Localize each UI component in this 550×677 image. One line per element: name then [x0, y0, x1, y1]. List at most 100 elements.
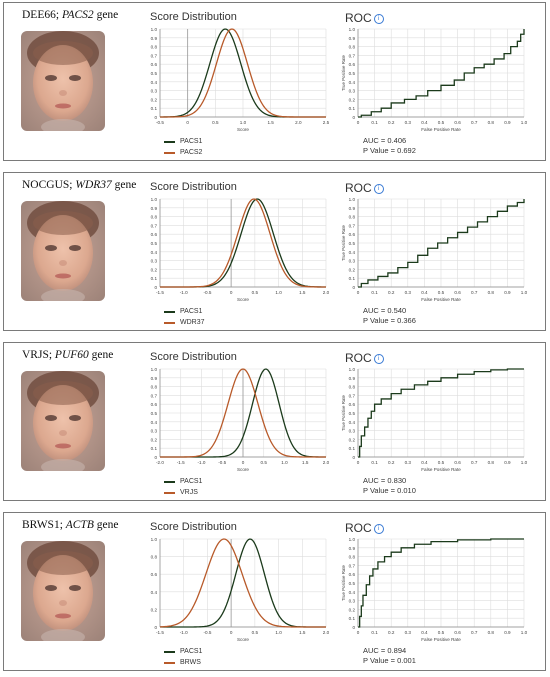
y-tick-label: 0.5 — [151, 71, 158, 76]
p-value: 0.001 — [397, 656, 416, 665]
y-tick-label: 0.7 — [151, 53, 158, 58]
y-tick-label: 0.9 — [349, 376, 356, 381]
composite-face-image — [21, 201, 105, 301]
x-tick-label: 2.0 — [295, 120, 302, 125]
y-tick-label: 0.3 — [349, 429, 356, 434]
x-tick-label: 1.0 — [281, 460, 288, 465]
y-tick-label: 0.4 — [349, 80, 356, 85]
roc-label: ROC — [345, 181, 372, 195]
y-tick-label: 0.6 — [349, 402, 356, 407]
x-axis-label: False Positive Rate — [421, 127, 461, 132]
legend-entry: PACS1 — [164, 136, 202, 147]
y-tick-label: 0.4 — [349, 420, 356, 425]
y-tick-label: 0.1 — [349, 616, 356, 621]
info-icon[interactable]: i — [373, 354, 384, 364]
legend-swatch — [164, 151, 175, 154]
auc-line: AUC = 0.540 — [363, 306, 416, 316]
y-tick-label: 0.5 — [349, 411, 356, 416]
y-tick-label: 0.1 — [151, 276, 158, 281]
y-tick-label: 1.0 — [151, 27, 158, 32]
score-distribution-chart: 00.10.20.30.40.50.60.70.80.91.0-0.5 0 0.5 1… — [151, 27, 330, 132]
y-tick-label: 0.9 — [349, 36, 356, 41]
y-tick-label: 0 — [352, 115, 355, 120]
y-tick-label: 0.8 — [349, 555, 356, 560]
info-icon[interactable]: i — [373, 184, 384, 194]
x-tick-label: 1.0 — [521, 460, 528, 465]
auc-prefix: AUC = — [363, 476, 388, 485]
score-distribution-title: Score Distribution — [150, 11, 237, 23]
x-tick-label: 0.5 — [261, 460, 268, 465]
x-tick-label: 1.0 — [275, 290, 282, 295]
y-axis-label: True Positive Rate — [341, 54, 346, 91]
y-tick-label: 0.6 — [151, 232, 158, 237]
gene-suffix: gene — [111, 179, 137, 191]
y-tick-label: 0.2 — [349, 607, 356, 612]
x-axis-label: False Positive Rate — [421, 297, 461, 302]
roc-title: ROC i — [345, 521, 384, 535]
y-tick-label: 1.0 — [349, 197, 356, 202]
x-axis-label: Score — [237, 637, 249, 642]
composite-face-image — [21, 541, 105, 641]
p-value-prefix: P Value = — [363, 486, 398, 495]
x-tick-label: 0.2 — [388, 460, 395, 465]
x-tick-label: 0.4 — [421, 290, 428, 295]
legend-label: BRWS — [180, 659, 201, 666]
p-value-line: P Value = 0.366 — [363, 316, 416, 326]
legend: PACS1 WDR37 — [164, 306, 205, 328]
x-tick-label: 0.7 — [471, 120, 478, 125]
legend-swatch — [164, 650, 175, 653]
roc-title: ROC i — [345, 351, 384, 365]
y-tick-label: 0.4 — [151, 80, 158, 85]
x-tick-label: 0.5 — [252, 630, 259, 635]
y-tick-label: 0.8 — [349, 215, 356, 220]
x-tick-label: 0.6 — [454, 120, 461, 125]
y-tick-label: 0.3 — [349, 259, 356, 264]
x-tick-label: 0 — [357, 120, 360, 125]
y-tick-label: 0.5 — [349, 241, 356, 246]
gene-panel: NOCGUS; WDR37 gene Score Distribution ROC… — [3, 172, 546, 331]
p-value: 0.692 — [397, 146, 416, 155]
roc-chart: 0 0.1 0.2 0.3 0.4 0.5 0.6 0.7 0.8 0.9 1.0 0 0.1 0.2 0.… — [341, 197, 528, 302]
legend-label: PACS2 — [180, 149, 203, 156]
y-tick-label: 0.4 — [151, 420, 158, 425]
p-value: 0.366 — [397, 316, 416, 325]
x-tick-label: 0.4 — [421, 630, 428, 635]
x-tick-label: 0 — [186, 120, 189, 125]
x-tick-label: -1.0 — [198, 460, 206, 465]
y-tick-label: 0.8 — [349, 45, 356, 50]
composite-face-image — [21, 31, 105, 131]
gene-title: VRJS; PUF60 gene — [22, 349, 113, 361]
x-tick-label: 0.5 — [438, 290, 445, 295]
info-icon[interactable]: i — [373, 524, 384, 534]
legend-swatch — [164, 310, 175, 313]
x-tick-label: -0.5 — [218, 460, 226, 465]
x-tick-label: 0.8 — [488, 120, 495, 125]
legend-swatch — [164, 140, 175, 143]
score-distribution-chart: 0 0.2 0.4 0.6 0.8 1.0 -1.5 -1.0 -0.5 0 0.5 1.0 1.5 2.… — [151, 537, 330, 642]
x-tick-label: 0.3 — [405, 460, 412, 465]
legend-swatch — [164, 480, 175, 483]
y-tick-label: 0.3 — [349, 89, 356, 94]
gene-title: NOCGUS; WDR37 gene — [22, 179, 136, 191]
p-value-prefix: P Value = — [363, 656, 398, 665]
y-tick-label: 0.4 — [151, 590, 158, 595]
x-tick-label: 0.3 — [405, 290, 412, 295]
y-tick-label: 0 — [154, 285, 157, 290]
x-tick-label: 0 — [230, 630, 233, 635]
info-icon[interactable]: i — [373, 14, 384, 24]
auc-value: 0.406 — [387, 136, 407, 145]
auc-value: 0.894 — [387, 646, 407, 655]
x-tick-label: 1.0 — [240, 120, 247, 125]
x-tick-label: 1.5 — [299, 290, 306, 295]
composite-face-image — [21, 371, 105, 471]
auc-line: AUC = 0.894 — [363, 646, 416, 656]
score-distribution-chart: 0 0.1 0.2 0.3 0.4 0.5 0.6 0.7 0.8 0.9 1.0 -1.5 -1.0 -… — [151, 197, 330, 302]
y-tick-label: 0.4 — [349, 250, 356, 255]
y-tick-label: 0.1 — [349, 106, 356, 111]
x-tick-label: 1.0 — [521, 630, 528, 635]
syndrome-name: BRWS1; — [22, 519, 66, 531]
y-tick-label: 0.3 — [349, 599, 356, 604]
x-tick-label: -2.0 — [156, 460, 164, 465]
gene-suffix: gene — [93, 9, 119, 21]
auc-value: 0.830 — [387, 476, 407, 485]
